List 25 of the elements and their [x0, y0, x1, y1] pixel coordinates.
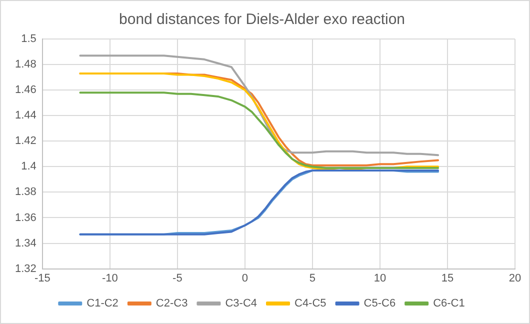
- y-tick-label: 1.4: [21, 160, 36, 173]
- legend-label: C2-C3: [156, 298, 188, 310]
- y-tick-label: 1.38: [14, 186, 36, 198]
- y-tick-label: 1.36: [14, 212, 36, 224]
- x-tick-label: -5: [172, 272, 182, 284]
- y-tick-label: 1.46: [14, 84, 36, 96]
- legend-label: C6-C1: [433, 298, 465, 310]
- x-tick-label: 5: [309, 272, 316, 284]
- legend-label: C1-C2: [86, 298, 118, 310]
- x-tick-label: -10: [102, 272, 118, 284]
- y-tick-label: 1.5: [21, 33, 36, 46]
- y-tick-label: 1.32: [14, 262, 36, 275]
- y-tick-label: 1.42: [14, 135, 36, 148]
- legend-label: C3-C4: [225, 298, 258, 310]
- y-tick-label: 1.48: [14, 58, 36, 71]
- y-tick-label: 1.34: [14, 237, 36, 250]
- x-tick-label: -15: [34, 272, 50, 284]
- x-tick-label: 10: [374, 272, 386, 284]
- x-tick-label: 15: [441, 272, 454, 284]
- chart-title: bond distances for Diels-Alder exo reaction: [119, 11, 405, 28]
- x-tick-label: 0: [242, 272, 248, 284]
- x-tick-label: 20: [508, 272, 522, 284]
- legend-label: C5-C6: [364, 298, 396, 310]
- y-tick-label: 1.44: [14, 110, 36, 122]
- legend-label: C4-C5: [294, 298, 326, 310]
